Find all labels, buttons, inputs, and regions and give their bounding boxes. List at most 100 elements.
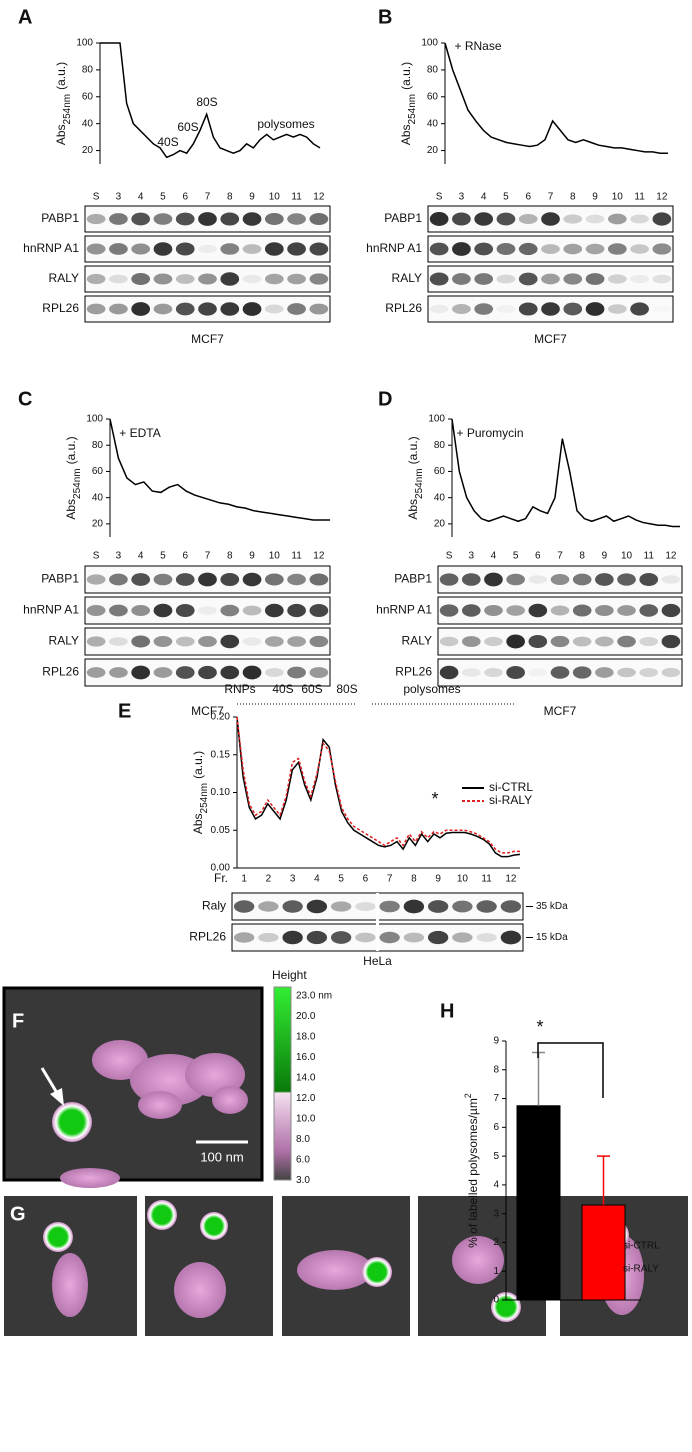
blot-band xyxy=(484,572,503,587)
blot-band xyxy=(541,302,560,316)
lane-label: 1 xyxy=(241,874,247,885)
annotation: 40S xyxy=(272,682,293,696)
blot-band xyxy=(109,243,128,255)
annotation: polysomes xyxy=(257,117,314,131)
blot-band xyxy=(242,302,262,316)
blot-band xyxy=(109,667,128,678)
blot-band xyxy=(484,605,503,616)
blot-row-label: PABP1 xyxy=(384,211,422,225)
y-tick-label: 0 xyxy=(493,1295,499,1306)
panel-letter: E xyxy=(118,700,131,722)
legend-label: si-CTRL xyxy=(489,780,533,794)
blot-band xyxy=(528,575,548,584)
lane-label: 8 xyxy=(579,551,585,562)
y-tick-label: 100 xyxy=(428,414,445,425)
blot-band xyxy=(474,303,494,315)
blot-band xyxy=(496,212,516,226)
colorbar-label: 18.0 xyxy=(296,1032,316,1043)
blot-band xyxy=(175,636,195,647)
blot-band xyxy=(563,214,583,224)
colorbar-label: 6.0 xyxy=(296,1155,310,1166)
blot-row-label: Raly xyxy=(202,899,226,913)
blot-band xyxy=(233,900,255,913)
blot-band xyxy=(287,636,306,647)
blot-band xyxy=(474,273,494,285)
blot-band xyxy=(496,274,516,284)
lane-label: 9 xyxy=(249,551,255,562)
blot-band xyxy=(550,605,570,616)
lane-label: 11 xyxy=(291,192,302,203)
lane-label: 5 xyxy=(160,551,166,562)
colorbar-label: 3.0 xyxy=(296,1175,310,1186)
annotation: + Puromycin xyxy=(456,426,523,440)
profile-line xyxy=(109,418,330,521)
blot-band xyxy=(500,930,522,945)
blot-band xyxy=(541,212,560,226)
blot-band xyxy=(595,636,614,647)
blot-band xyxy=(652,274,672,284)
blot-row-label: RALY xyxy=(49,271,79,285)
blot-row-label: hnRNP A1 xyxy=(23,603,79,617)
blot-band xyxy=(506,605,525,616)
blot-band xyxy=(528,603,548,618)
annotation: 40S xyxy=(157,135,178,149)
y-axis-label-part: Abs xyxy=(399,124,413,145)
y-tick-label: 20 xyxy=(434,519,446,530)
lane-label: 9 xyxy=(602,551,608,562)
blot-row-label: RPL26 xyxy=(42,301,79,315)
y-tick-label: 0.20 xyxy=(211,712,231,723)
blot-band xyxy=(153,603,173,618)
blot-strip xyxy=(84,627,331,656)
y-tick-label: 80 xyxy=(92,440,104,451)
colorbar-label: 23.0 nm xyxy=(296,991,332,1002)
legend-label: si-RALY xyxy=(623,1264,659,1275)
lane-label: 12 xyxy=(313,192,325,203)
y-tick-label: 3 xyxy=(493,1208,499,1219)
blot-band xyxy=(264,636,284,647)
blot-band xyxy=(541,244,560,254)
profile-line xyxy=(444,42,668,154)
y-tick-label: 8 xyxy=(493,1064,499,1075)
panel-letter: B xyxy=(378,6,392,28)
blot-band xyxy=(500,900,522,913)
cell-line-label: MCF7 xyxy=(191,332,224,346)
blot-band xyxy=(220,572,240,587)
lane-label: 10 xyxy=(612,192,624,203)
blot-band xyxy=(452,304,471,314)
lane-label: 7 xyxy=(548,192,554,203)
blot-band xyxy=(585,302,605,316)
blot-band xyxy=(617,635,636,648)
blot-band xyxy=(131,635,151,648)
bar xyxy=(581,1204,626,1301)
blot-strip xyxy=(84,265,331,293)
blot-band xyxy=(484,667,503,678)
annotation: * xyxy=(536,1017,543,1037)
blot-band xyxy=(198,302,217,316)
blot-band xyxy=(220,272,240,286)
blot-band xyxy=(309,573,329,586)
blot-band xyxy=(287,242,306,256)
blot-band xyxy=(518,214,538,224)
lane-label: 5 xyxy=(513,551,519,562)
blot-band xyxy=(379,900,400,913)
blot-band xyxy=(86,303,106,315)
y-axis-label-part: Abs xyxy=(54,124,68,145)
blot-band xyxy=(220,665,240,680)
blot-band xyxy=(461,668,481,677)
y-axis-label-part: 254nm xyxy=(414,468,425,499)
lane-label: 9 xyxy=(592,192,598,203)
blot-band xyxy=(258,932,279,943)
blot-row-label: RPL26 xyxy=(42,665,79,679)
panel-letter: D xyxy=(378,388,392,410)
blot-band xyxy=(109,637,128,646)
blot-band xyxy=(474,212,494,226)
lane-label: 4 xyxy=(138,192,144,203)
blot-band xyxy=(86,605,106,616)
lane-label: 12 xyxy=(505,874,517,885)
lane-label: 8 xyxy=(227,192,233,203)
blot-band xyxy=(496,304,516,314)
lane-label: 10 xyxy=(621,551,633,562)
blot-band xyxy=(175,603,195,618)
y-tick-label: 20 xyxy=(427,145,439,156)
